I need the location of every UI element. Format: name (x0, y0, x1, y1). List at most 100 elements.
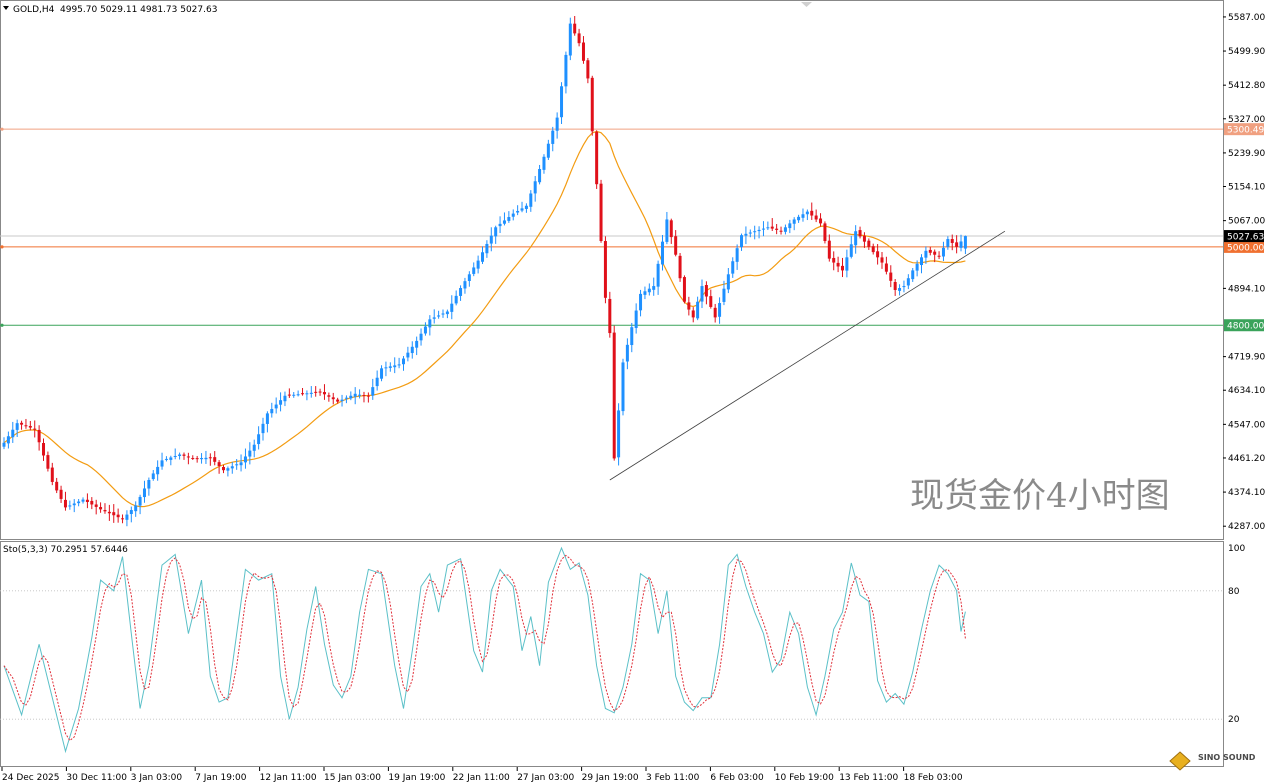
candle-body (11, 429, 15, 438)
candle-body (599, 183, 603, 242)
candle-body (112, 512, 116, 516)
candle-body (42, 443, 46, 456)
candle-body (353, 393, 357, 397)
candle-body (722, 288, 726, 302)
candle-body (858, 230, 862, 237)
candle-body (72, 503, 76, 506)
candle-body (164, 458, 168, 460)
candle-body (898, 288, 902, 291)
collapse-arrow-icon[interactable] (801, 2, 812, 7)
candle-body (915, 263, 919, 271)
candle-body (814, 215, 818, 220)
candle-body (261, 423, 265, 434)
level-anchor (0, 323, 4, 327)
candle-body (195, 458, 199, 460)
candle-body (937, 255, 941, 257)
candle-body (336, 399, 340, 402)
candle-body (595, 131, 599, 185)
candle-body (639, 293, 643, 311)
price-tick-label: 4634.10 (1228, 386, 1265, 396)
candle-body (50, 467, 54, 482)
candle-body (388, 366, 392, 368)
candle-body (156, 466, 160, 475)
candle-body (121, 518, 125, 520)
time-tick-label: 6 Feb 03:00 (710, 773, 764, 783)
candle-body (279, 400, 283, 405)
candle-body (573, 23, 577, 34)
candle-body (661, 241, 664, 265)
candle-body (99, 507, 103, 510)
candle-body (428, 319, 432, 328)
candle-body (445, 311, 449, 315)
candle-body (920, 257, 924, 266)
level-label: 5000.00 (1227, 243, 1264, 253)
candle-body (59, 489, 63, 499)
candle-body (292, 394, 296, 396)
level-anchor (0, 245, 4, 249)
time-tick-label: 13 Feb 11:00 (839, 773, 898, 783)
candle-body (625, 344, 629, 362)
candle-body (239, 462, 243, 466)
time-tick-label: 27 Jan 03:00 (517, 773, 574, 783)
candle-body (893, 282, 897, 290)
candle-body (538, 169, 542, 183)
candle-body (603, 241, 607, 298)
candle-body (46, 455, 50, 469)
dropdown-arrow-icon[interactable] (3, 6, 9, 10)
symbol-info: GOLD,H4 (13, 5, 55, 15)
price-tick-label: 5239.90 (1228, 149, 1265, 159)
candle-body (779, 230, 783, 232)
price-tick-label: 4547.00 (1228, 420, 1265, 430)
candle-body (301, 393, 305, 395)
candle-body (331, 397, 335, 400)
candle-body (178, 454, 182, 456)
candle-body (270, 408, 274, 414)
candle-body (761, 228, 765, 230)
candle-body (687, 302, 691, 310)
candle-body (783, 227, 787, 232)
time-tick-label: 29 Jan 19:00 (582, 773, 639, 783)
candle-body (656, 263, 660, 287)
candle-body (358, 394, 362, 396)
candle-body (415, 340, 419, 348)
candle-body (889, 272, 893, 281)
candle-body (406, 352, 410, 358)
candle-body (200, 458, 204, 460)
candle-body (704, 285, 708, 297)
stoch-tick-label: 20 (1228, 715, 1240, 725)
horizontal-levels (0, 127, 1223, 327)
indicator-info: Sto(5,3,3) 70.2951 57.6446 (3, 545, 128, 555)
candle-body (151, 473, 155, 480)
trendline[interactable] (609, 230, 1006, 481)
price-tick-label: 5587.00 (1228, 13, 1265, 23)
candle-body (340, 399, 344, 402)
candle-body (226, 468, 230, 471)
time-tick-label: 22 Jan 11:00 (453, 773, 510, 783)
candle-body (463, 281, 467, 289)
candle-body (871, 246, 875, 253)
candle-body (753, 231, 757, 233)
candle-body (24, 425, 28, 427)
candle-body (836, 262, 840, 267)
candle-body (85, 499, 89, 503)
candle-body (467, 274, 471, 282)
stoch-tick-label: 100 (1228, 544, 1245, 554)
candle-body (37, 429, 41, 443)
candle-body (366, 395, 370, 397)
candle-body (520, 208, 524, 211)
candle-body (318, 391, 322, 393)
candle-body (265, 413, 269, 424)
candle-body (511, 213, 515, 217)
candle-body (235, 464, 239, 466)
candle-body (274, 404, 278, 409)
candle-body (191, 457, 195, 459)
trendline-layer (609, 230, 1006, 481)
candle-body (283, 395, 287, 402)
candle-body (125, 514, 129, 520)
level-label-box (1224, 123, 1264, 136)
candle-body (454, 295, 458, 304)
candle-body (441, 313, 445, 315)
price-tick-label: 4374.10 (1228, 488, 1265, 498)
ma-line (3, 130, 966, 508)
